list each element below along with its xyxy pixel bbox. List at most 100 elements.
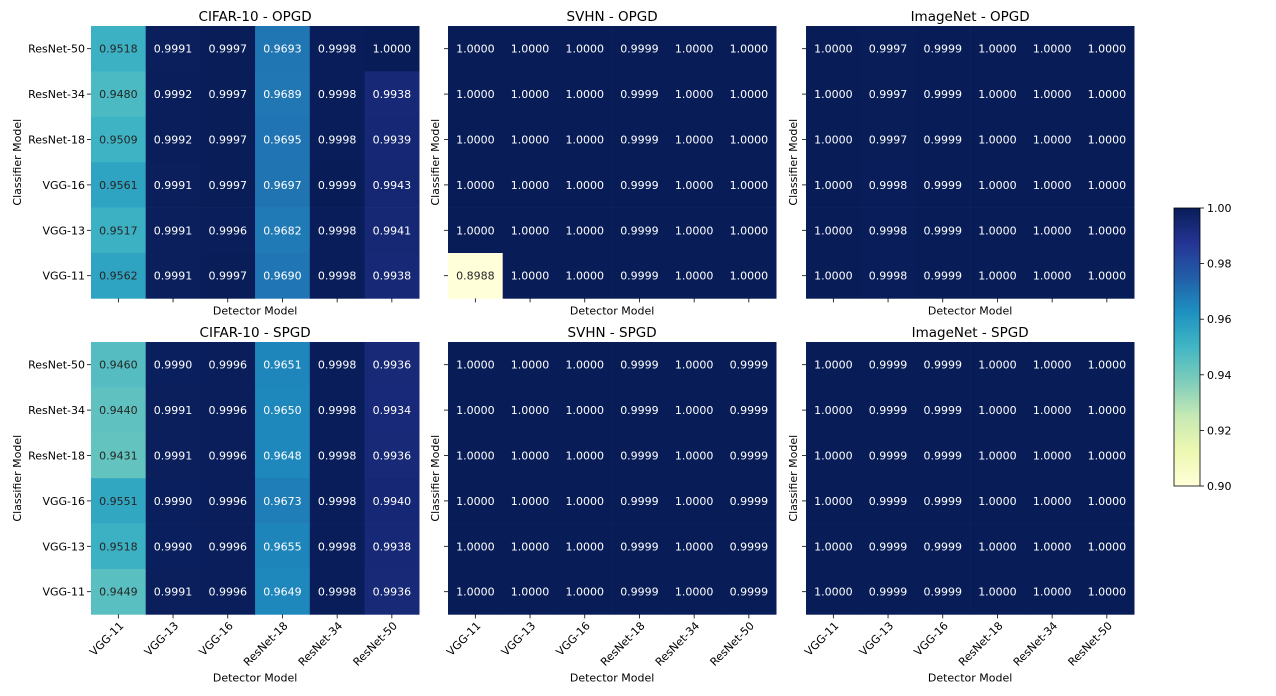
cell-value-label: 1.0000 <box>675 540 714 553</box>
y-tick-label: ResNet-34 <box>28 404 85 417</box>
cell-value-label: 1.0000 <box>1033 540 1072 553</box>
heatmap-cell <box>557 342 613 388</box>
heatmap-cell <box>502 116 558 163</box>
y-tick-label: ResNet-50 <box>28 359 85 372</box>
cell-value-label: 0.9999 <box>869 495 908 508</box>
heatmap-cell <box>309 162 365 208</box>
cell-value-label: 1.0000 <box>814 450 853 463</box>
x-tick-label: VGG-16 <box>912 619 951 658</box>
heatmap-cell <box>721 478 777 524</box>
cell-value-label: 1.0000 <box>511 43 550 56</box>
heatmap-cell <box>915 387 971 434</box>
heatmap-cell <box>502 162 558 208</box>
heatmap-cell <box>860 569 916 615</box>
cell-value-label: 1.0000 <box>814 224 853 237</box>
cell-value-label: 0.9997 <box>209 88 248 101</box>
heatmap-cell <box>666 207 722 254</box>
x-tick-label: ResNet-34 <box>653 619 702 668</box>
heatmap-cell <box>364 116 420 163</box>
heatmap-cell <box>200 207 256 254</box>
x-tick-label: VGG-13 <box>499 619 538 658</box>
cell-value-label: 0.9999 <box>620 43 659 56</box>
cell-value-label: 0.9651 <box>263 359 302 372</box>
cell-value-label: 0.9999 <box>924 495 963 508</box>
x-tick-label: ResNet-18 <box>956 619 1005 668</box>
heatmap-cell <box>557 116 613 163</box>
y-axis-label: Classifier Model <box>11 435 24 522</box>
heatmap-cell <box>860 162 916 208</box>
cell-value-label: 1.0000 <box>730 270 769 283</box>
heatmap-cell <box>448 26 503 72</box>
heatmap-cell <box>612 253 668 299</box>
cell-value-label: 1.0000 <box>566 540 605 553</box>
heatmap-cell <box>91 162 146 208</box>
panel-title: CIFAR-10 - OPGD <box>199 9 312 25</box>
cell-value-label: 1.0000 <box>978 540 1017 553</box>
heatmap-cell <box>666 523 722 570</box>
heatmap-cell <box>806 162 861 208</box>
cell-value-label: 1.0000 <box>566 450 605 463</box>
heatmap-cell <box>612 207 668 254</box>
cell-value-label: 0.9999 <box>869 404 908 417</box>
heatmap-cell <box>915 569 971 615</box>
cell-value-label: 1.0000 <box>1088 450 1127 463</box>
cell-value-label: 0.9999 <box>620 359 659 372</box>
heatmap-cell <box>200 342 256 388</box>
cell-value-label: 0.9655 <box>263 540 302 553</box>
heatmap-cell <box>200 26 256 72</box>
cell-value-label: 0.9999 <box>924 450 963 463</box>
heatmap-cell <box>721 26 777 72</box>
cell-value-label: 1.0000 <box>675 359 714 372</box>
cell-value-label: 0.9480 <box>99 88 138 101</box>
cell-value-label: 1.0000 <box>511 179 550 192</box>
heatmap-cell <box>502 478 558 524</box>
heatmap-cell <box>860 387 916 434</box>
heatmap-cell <box>145 116 201 163</box>
heatmap-cell <box>255 162 311 208</box>
y-tick-label: VGG-11 <box>42 270 85 283</box>
heatmap-cell <box>557 387 613 434</box>
heatmap-cell <box>448 342 503 388</box>
cell-value-label: 0.9999 <box>620 134 659 147</box>
x-axis-label: Detector Model <box>570 671 654 684</box>
heatmap-cell <box>915 162 971 208</box>
heatmap-cell <box>1079 71 1135 118</box>
heatmap-cell <box>721 71 777 118</box>
cell-value-label: 1.0000 <box>1033 359 1072 372</box>
x-axis-label: Detector Model <box>213 671 297 684</box>
heatmap-cell <box>557 26 613 72</box>
cell-value-label: 1.0000 <box>1088 359 1127 372</box>
cell-value-label: 0.9999 <box>730 450 769 463</box>
cell-value-label: 0.9997 <box>869 88 908 101</box>
cell-value-label: 0.9998 <box>869 270 908 283</box>
x-tick-label: ResNet-50 <box>351 619 400 668</box>
cell-value-label: 1.0000 <box>1033 134 1072 147</box>
heatmap-cell <box>364 523 420 570</box>
x-tick-label: VGG-11 <box>444 619 483 658</box>
cell-value-label: 0.9999 <box>620 270 659 283</box>
cell-value-label: 0.9998 <box>869 179 908 192</box>
heatmap-cell <box>721 342 777 388</box>
cell-value-label: 1.0000 <box>456 404 495 417</box>
heatmap-cell <box>200 523 256 570</box>
heatmap-cell <box>200 116 256 163</box>
heatmap-cell <box>200 569 256 615</box>
cell-value-label: 0.9991 <box>154 179 193 192</box>
cell-value-label: 1.0000 <box>814 43 853 56</box>
heatmap-cell <box>612 342 668 388</box>
cell-value-label: 1.0000 <box>1088 43 1127 56</box>
heatmap-cell <box>806 71 861 118</box>
colorbar-tick-label: 0.92 <box>1207 424 1232 437</box>
heatmap-cell <box>721 253 777 299</box>
cell-value-label: 1.0000 <box>373 43 412 56</box>
cell-value-label: 1.0000 <box>511 88 550 101</box>
x-tick-label: VGG-16 <box>197 619 236 658</box>
cell-value-label: 0.9693 <box>263 43 302 56</box>
heatmap-cell <box>557 432 613 479</box>
cell-value-label: 1.0000 <box>675 270 714 283</box>
cell-value-label: 1.0000 <box>511 495 550 508</box>
cell-value-label: 0.9998 <box>318 359 357 372</box>
heatmap-cell <box>309 342 365 388</box>
cell-value-label: 1.0000 <box>456 450 495 463</box>
